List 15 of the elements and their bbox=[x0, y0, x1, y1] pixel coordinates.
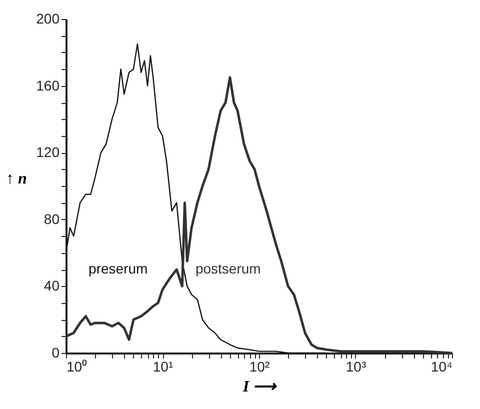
series-label: postserum bbox=[195, 260, 261, 276]
y-tick-label: 0 bbox=[52, 344, 60, 360]
y-tick-label: 200 bbox=[36, 10, 60, 26]
series-label: preserum bbox=[88, 260, 148, 276]
y-axis-title: ↑ n bbox=[6, 170, 28, 188]
y-tick-label: 160 bbox=[36, 77, 60, 94]
x-tick-label: 10⁰ bbox=[66, 358, 88, 374]
x-tick-label: 10¹ bbox=[152, 358, 174, 374]
y-tick-label: 80 bbox=[44, 210, 60, 227]
x-tick-label: 10² bbox=[249, 358, 270, 374]
x-tick-label: 10³ bbox=[346, 358, 366, 374]
y-tick-label: 40 bbox=[44, 278, 60, 294]
x-tick-label: 10⁴ bbox=[430, 358, 452, 374]
y-tick-label: 120 bbox=[36, 144, 60, 160]
x-axis-title: I ⟶ bbox=[242, 378, 278, 396]
